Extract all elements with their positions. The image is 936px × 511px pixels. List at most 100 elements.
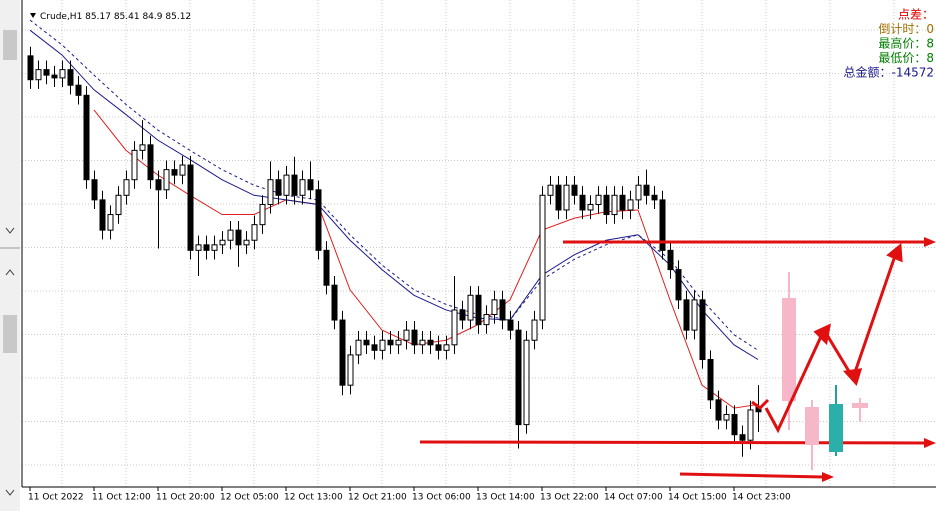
scroll-thumb[interactable]: [3, 30, 17, 60]
arrowhead: [886, 243, 903, 263]
x-tick-label: 12 Oct 05:00: [220, 493, 279, 503]
candle-body: [507, 319, 514, 331]
candle-body: [179, 164, 186, 176]
candle-body: [451, 309, 458, 346]
candle-body: [459, 309, 466, 321]
candle-body: [531, 319, 538, 341]
candle-body: [371, 344, 378, 351]
candle-body: [307, 179, 314, 191]
candle-body: [523, 339, 530, 426]
x-tick-label: 11 Oct 12:00: [92, 493, 151, 503]
scroll-up[interactable]: [5, 269, 15, 276]
moving-average: [29, 19, 759, 351]
candle-body: [651, 194, 658, 201]
high: 85.41: [114, 12, 140, 22]
x-tick-label: 13 Oct 22:00: [540, 493, 599, 503]
candle-body: [579, 194, 586, 211]
header-text: Crude,H1 85.17 85.41 84.9 85.12: [40, 12, 191, 22]
annotation-arrow: [751, 398, 770, 410]
chart-header: Crude,H1 85.17 85.41 84.9 85.12: [30, 12, 191, 22]
candle-body: [163, 169, 170, 191]
info-line: 倒计时：0: [878, 22, 934, 36]
candle-body: [427, 339, 434, 346]
candle-body: [659, 199, 666, 251]
candle-body: [411, 329, 418, 346]
candle-body: [59, 69, 66, 79]
candle-body: [739, 434, 746, 441]
candle-body: [315, 189, 322, 251]
candle-body: [67, 69, 74, 86]
scroll-down[interactable]: [5, 489, 15, 496]
arrowhead: [813, 323, 832, 346]
candle-body: [107, 214, 114, 231]
x-tick-label: 12 Oct 13:00: [284, 493, 343, 503]
candle-body: [475, 294, 482, 326]
annotation-line: [419, 440, 927, 445]
candle-body: [275, 179, 282, 196]
candle-body: [683, 299, 690, 331]
annotation-line: [679, 472, 825, 479]
candle-body: [347, 354, 354, 386]
candle-body: [395, 339, 402, 346]
scroll-thumb[interactable]: [3, 315, 17, 353]
candle-body: [251, 224, 258, 241]
candle-body: [603, 194, 610, 216]
candle-body: [355, 339, 362, 356]
candle-body: [707, 358, 714, 401]
x-tick-label: 11 Oct 2022: [28, 493, 84, 503]
candle-body: [643, 184, 650, 196]
arrowhead: [924, 438, 936, 448]
candle-body: [75, 84, 82, 96]
candle-body: [619, 194, 626, 211]
candle-body: [283, 174, 290, 196]
candle-body: [123, 179, 130, 196]
x-tick-label: 12 Oct 21:00: [348, 493, 407, 503]
arrowhead: [842, 368, 863, 386]
candle-body: [43, 69, 50, 76]
candle-body: [555, 184, 562, 211]
candle-body: [539, 194, 546, 321]
candle-body: [267, 179, 274, 205]
candle-body: [675, 269, 682, 301]
candle-body: [211, 244, 218, 251]
candle-body: [379, 339, 386, 351]
low: 84.9: [142, 12, 162, 22]
candle-body: [587, 203, 594, 211]
candle-body: [747, 409, 754, 441]
x-tick-label: 14 Oct 07:00: [604, 493, 663, 503]
candle-body: [227, 229, 234, 241]
plot-area: [27, 19, 762, 457]
candle-body: [547, 184, 554, 196]
header-icon: [30, 13, 36, 18]
x-tick-label: 13 Oct 06:00: [412, 493, 471, 503]
candle-body: [443, 344, 450, 351]
arrowhead: [822, 472, 834, 482]
candle-body: [667, 249, 674, 271]
candle-body: [171, 169, 178, 176]
candle-body: [259, 203, 266, 226]
candle-body: [563, 184, 570, 211]
candle-body: [83, 94, 90, 181]
info-line: 总金额：-14572: [843, 65, 934, 80]
info-line: 最低价：8: [878, 51, 934, 65]
x-tick-label: 11 Oct 20:00: [156, 493, 215, 503]
candle-body: [147, 144, 154, 181]
candle-body: [299, 179, 306, 196]
info-line: 点差：: [898, 8, 934, 22]
candle-body: [323, 249, 330, 286]
candle-body: [363, 339, 370, 346]
arrowhead: [924, 237, 936, 247]
moving-average: [29, 29, 759, 360]
candle-body: [715, 399, 722, 421]
candle-body: [339, 319, 346, 386]
candle-body: [99, 199, 106, 231]
candle-body: [51, 74, 58, 79]
candle-body: [491, 299, 498, 316]
candle-body: [435, 344, 442, 351]
scroll-down[interactable]: [5, 227, 15, 234]
candle-body: [419, 339, 426, 346]
annotations: [419, 237, 936, 482]
candle-body: [35, 69, 42, 81]
